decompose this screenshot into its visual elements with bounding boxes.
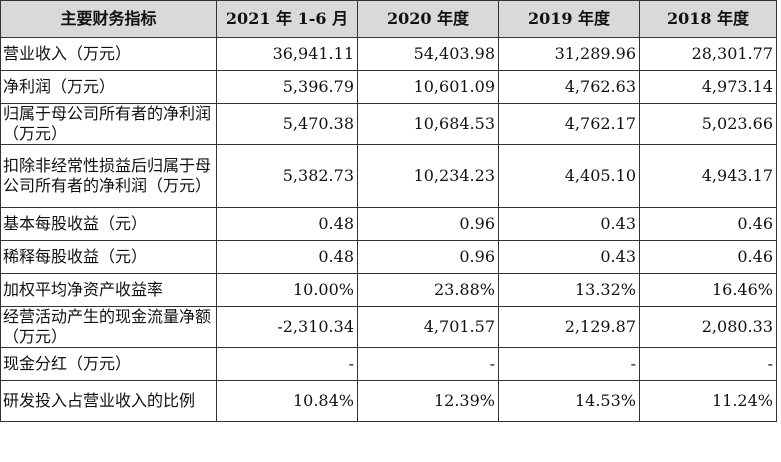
table-cell: 16.46% (639, 273, 777, 307)
table-cell: 4,701.57 (357, 306, 499, 348)
table-cell: 4,405.10 (498, 144, 640, 208)
table-cell: 0.48 (216, 207, 358, 241)
table-cell: 10.00% (216, 273, 358, 307)
header-row: 主要财务指标 2021 年 1-6 月 2020 年度 2019 年度 2018… (0, 0, 777, 38)
table-row: 归属于母公司所有者的净利润（万元） 5,470.38 10,684.53 4,7… (0, 103, 777, 145)
table-cell: 4,762.17 (498, 103, 640, 145)
row-label: 稀释每股收益（元） (0, 240, 217, 274)
table-cell: 10.84% (216, 380, 358, 422)
table-cell: - (498, 347, 640, 381)
table-cell: 31,289.96 (498, 37, 640, 71)
table-cell: 12.39% (357, 380, 499, 422)
column-header-2020: 2020 年度 (357, 0, 499, 38)
table-cell: 54,403.98 (357, 37, 499, 71)
table-cell: 13.32% (498, 273, 640, 307)
table-cell: 4,762.63 (498, 70, 640, 104)
row-label: 扣除非经常性损益后归属于母公司所有者的净利润（万元） (0, 144, 217, 208)
table-cell: - (639, 347, 777, 381)
table-cell: 0.46 (639, 240, 777, 274)
table-row: 经营活动产生的现金流量净额（万元） -2,310.34 4,701.57 2,1… (0, 306, 777, 348)
row-label: 营业收入（万元） (0, 37, 217, 71)
table-cell: - (357, 347, 499, 381)
row-label: 经营活动产生的现金流量净额（万元） (0, 306, 217, 348)
table-row: 加权平均净资产收益率 10.00% 23.88% 13.32% 16.46% (0, 273, 777, 307)
table-row: 净利润（万元） 5,396.79 10,601.09 4,762.63 4,97… (0, 70, 777, 104)
table-cell: 5,023.66 (639, 103, 777, 145)
table-cell: 5,470.38 (216, 103, 358, 145)
table-cell: 28,301.77 (639, 37, 777, 71)
table-cell: - (216, 347, 358, 381)
table-cell: 2,080.33 (639, 306, 777, 348)
table-cell: 0.96 (357, 240, 499, 274)
column-header-indicator: 主要财务指标 (0, 0, 217, 38)
row-label: 研发投入占营业收入的比例 (0, 380, 217, 422)
table-cell: 23.88% (357, 273, 499, 307)
row-label: 加权平均净资产收益率 (0, 273, 217, 307)
table-cell: 10,234.23 (357, 144, 499, 208)
table-row: 现金分红（万元） - - - - (0, 347, 777, 381)
table-cell: 10,601.09 (357, 70, 499, 104)
table-cell: 4,943.17 (639, 144, 777, 208)
table-row: 营业收入（万元） 36,941.11 54,403.98 31,289.96 2… (0, 37, 777, 71)
table-cell: 5,396.79 (216, 70, 358, 104)
table-cell: -2,310.34 (216, 306, 358, 348)
row-label: 现金分红（万元） (0, 347, 217, 381)
table-cell: 0.96 (357, 207, 499, 241)
table-cell: 10,684.53 (357, 103, 499, 145)
table-cell: 0.43 (498, 240, 640, 274)
column-header-2021h1: 2021 年 1-6 月 (216, 0, 358, 38)
row-label: 净利润（万元） (0, 70, 217, 104)
row-label: 基本每股收益（元） (0, 207, 217, 241)
table-row: 基本每股收益（元） 0.48 0.96 0.43 0.46 (0, 207, 777, 241)
table-cell: 14.53% (498, 380, 640, 422)
table-row: 扣除非经常性损益后归属于母公司所有者的净利润（万元） 5,382.73 10,2… (0, 144, 777, 208)
table-cell: 0.46 (639, 207, 777, 241)
table-row: 稀释每股收益（元） 0.48 0.96 0.43 0.46 (0, 240, 777, 274)
table-cell: 36,941.11 (216, 37, 358, 71)
table-cell: 11.24% (639, 380, 777, 422)
table-row: 研发投入占营业收入的比例 10.84% 12.39% 14.53% 11.24% (0, 380, 777, 422)
table-cell: 4,973.14 (639, 70, 777, 104)
financial-indicators-table: 主要财务指标 2021 年 1-6 月 2020 年度 2019 年度 2018… (0, 0, 777, 422)
table-cell: 5,382.73 (216, 144, 358, 208)
table-cell: 2,129.87 (498, 306, 640, 348)
column-header-2019: 2019 年度 (498, 0, 640, 38)
row-label: 归属于母公司所有者的净利润（万元） (0, 103, 217, 145)
table-cell: 0.48 (216, 240, 358, 274)
column-header-2018: 2018 年度 (639, 0, 777, 38)
table-cell: 0.43 (498, 207, 640, 241)
